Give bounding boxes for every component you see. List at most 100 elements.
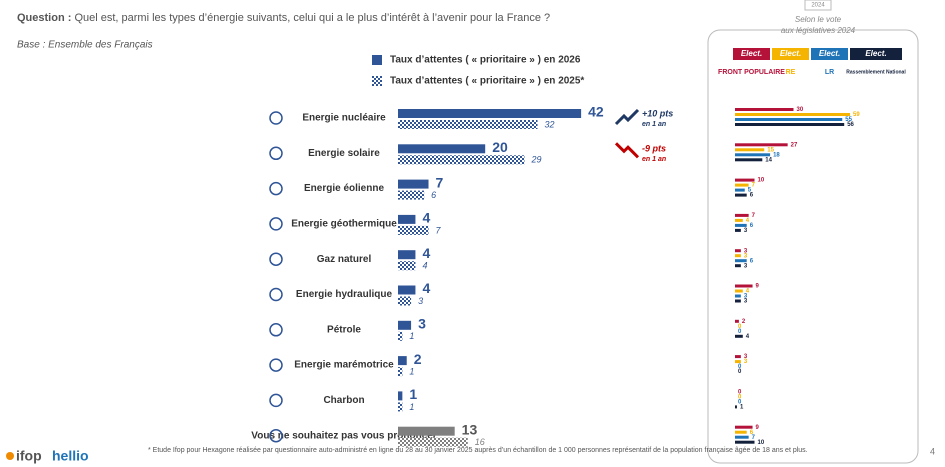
bar [735,319,739,323]
bar [398,437,468,447]
bar [735,259,747,263]
annotation-note: en 1 an [642,156,666,163]
value-label: 0 [738,364,742,370]
value-label: 29 [530,155,541,165]
bar [398,331,403,341]
bar [735,360,741,364]
legend-label: RE [786,69,796,76]
category-label: Pétrole [327,324,361,335]
value-label: 27 [791,142,798,148]
bar [398,250,416,260]
icon [269,217,283,231]
bar [398,426,455,436]
category-label: Energie hydraulique [296,289,393,300]
bar [735,143,788,147]
category-label: Energie marémotrice [294,360,394,371]
page-number: 4 [930,446,935,456]
bar [398,261,416,271]
icon [269,393,283,408]
value-label: 2 [742,319,746,325]
bar [735,148,765,152]
bar [735,299,741,303]
bar [398,109,582,118]
value-label: 0 [738,399,742,405]
icon [269,181,283,196]
value-label: 13 [462,421,478,437]
question: Question : Quel est, parmi les types d’é… [17,12,550,24]
value-label: 42 [588,104,604,120]
value-label: 3 [744,354,748,360]
value-label: 18 [773,152,780,158]
header-box [811,48,848,60]
category-label: Energie solaire [308,148,380,159]
value-label: 0 [738,389,742,395]
bar [735,183,749,187]
bar [735,108,794,111]
value-label: 0 [738,324,742,330]
value-label: 1 [740,404,744,410]
bar [735,223,747,227]
bar [735,218,743,222]
bar [735,178,755,182]
badge-frame [804,0,832,11]
icon [269,358,283,372]
value-label: 10 [758,178,765,184]
value-label: 55 [845,117,852,123]
bar [735,284,753,288]
value-label: 0 [738,369,742,375]
icon [269,323,283,337]
bar [398,144,486,154]
logo-dot [6,452,14,460]
bar [735,254,741,258]
value-label: 6 [750,258,754,264]
value-label: 3 [744,248,748,254]
bar [398,179,429,189]
header-box [850,48,902,60]
header-label: Elect. [741,49,762,58]
bar [735,334,743,338]
legend-swatch [372,55,382,65]
value-label: 2 [414,351,422,367]
value-label: 30 [797,107,804,113]
value-label: 5 [748,188,752,194]
value-label: 3 [744,359,748,365]
value-label: 59 [853,112,860,118]
logo: ifop [16,448,42,464]
icon [269,111,283,125]
header-box [733,48,770,60]
bar [398,190,425,200]
value-label: 7 [752,435,756,441]
bar [398,320,412,330]
bar [735,228,741,232]
bar [398,120,538,129]
base: Base : Ensemble des Français [17,40,153,51]
value-label: 4 [746,218,750,224]
value-label: 1 [409,386,417,402]
bar [735,153,771,157]
value-label: 3 [744,228,748,234]
icon [269,428,283,443]
value-label: 7 [436,174,444,190]
bar [735,193,747,197]
value-label: 3 [418,296,423,306]
value-label: 9 [756,425,760,431]
footnote: * Etude Ifop pour Hexagone réalisée par … [148,447,808,454]
value-label: 14 [765,157,772,163]
value-label: 4 [746,334,750,340]
bar [735,264,741,268]
logo: hellio [52,448,89,464]
value-label: 4 [422,261,427,271]
bar [398,391,403,401]
value-label: 6 [431,190,436,200]
bar [398,367,403,377]
category-label: Gaz naturel [317,254,372,265]
value-label: 9 [756,284,760,290]
header-label: Elect. [780,49,801,58]
header-label: Elect. [819,49,840,58]
header-box [772,48,809,60]
value-label: 56 [847,122,854,128]
bar [735,188,745,192]
badge: 2024 [811,3,825,9]
annotation: -9 pts [642,144,666,154]
